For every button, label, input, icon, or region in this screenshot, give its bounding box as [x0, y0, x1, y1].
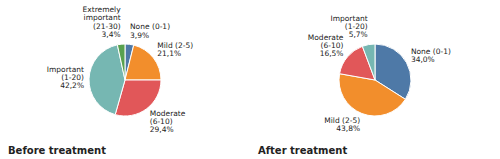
category-label: None (0-1) [411, 48, 451, 56]
value-label: 5,7% [331, 32, 368, 40]
value-label: 43,8% [324, 126, 360, 134]
slice-label: None (0-1)3,9% [130, 23, 170, 39]
slice-label: Important (1-20)42,2% [47, 66, 84, 91]
slice-label: Mild (2-5)21,1% [157, 41, 193, 58]
value-label: 16,5% [308, 50, 344, 58]
category-label: Mild (2-5) [157, 41, 193, 49]
value-label: 3,4% [83, 31, 121, 39]
slice-label: Moderate (6-10)29,4% [150, 110, 186, 135]
chart-root: Before treatment After treatment None (0-1… [0, 0, 500, 159]
category-label: Moderate (6-10) [150, 110, 186, 127]
value-label: 21,1% [157, 50, 193, 58]
category-label: Mild (2-5) [324, 118, 360, 126]
pie [89, 44, 161, 116]
value-label: 34,0% [411, 56, 451, 64]
category-label: Important (1-20) [47, 66, 84, 83]
slice-label: Moderate (6-10)16,5% [308, 33, 344, 58]
pie-slice [339, 74, 405, 116]
slice-label: Extremely important (21-30)3,4% [83, 6, 121, 39]
pie-slice [117, 44, 125, 80]
slice-label: None (0-1)34,0% [411, 48, 451, 64]
category-label: Important (1-20) [331, 15, 368, 32]
value-label: 29,4% [150, 127, 186, 135]
category-label: Extremely important (21-30) [83, 6, 121, 31]
category-label: Moderate (6-10) [308, 33, 344, 50]
slice-label: Mild (2-5)43,8% [324, 118, 360, 135]
pie-slice [125, 45, 161, 80]
chart-title: After treatment [258, 145, 347, 156]
value-label: 42,2% [47, 82, 84, 90]
slice-label: Important (1-20)5,7% [331, 15, 368, 40]
category-label: None (0-1) [130, 23, 170, 31]
chart-title: Before treatment [8, 145, 106, 156]
value-label: 3,9% [130, 31, 170, 39]
pie-slice [362, 44, 375, 80]
pie-slice [89, 45, 125, 115]
pie [339, 44, 411, 116]
